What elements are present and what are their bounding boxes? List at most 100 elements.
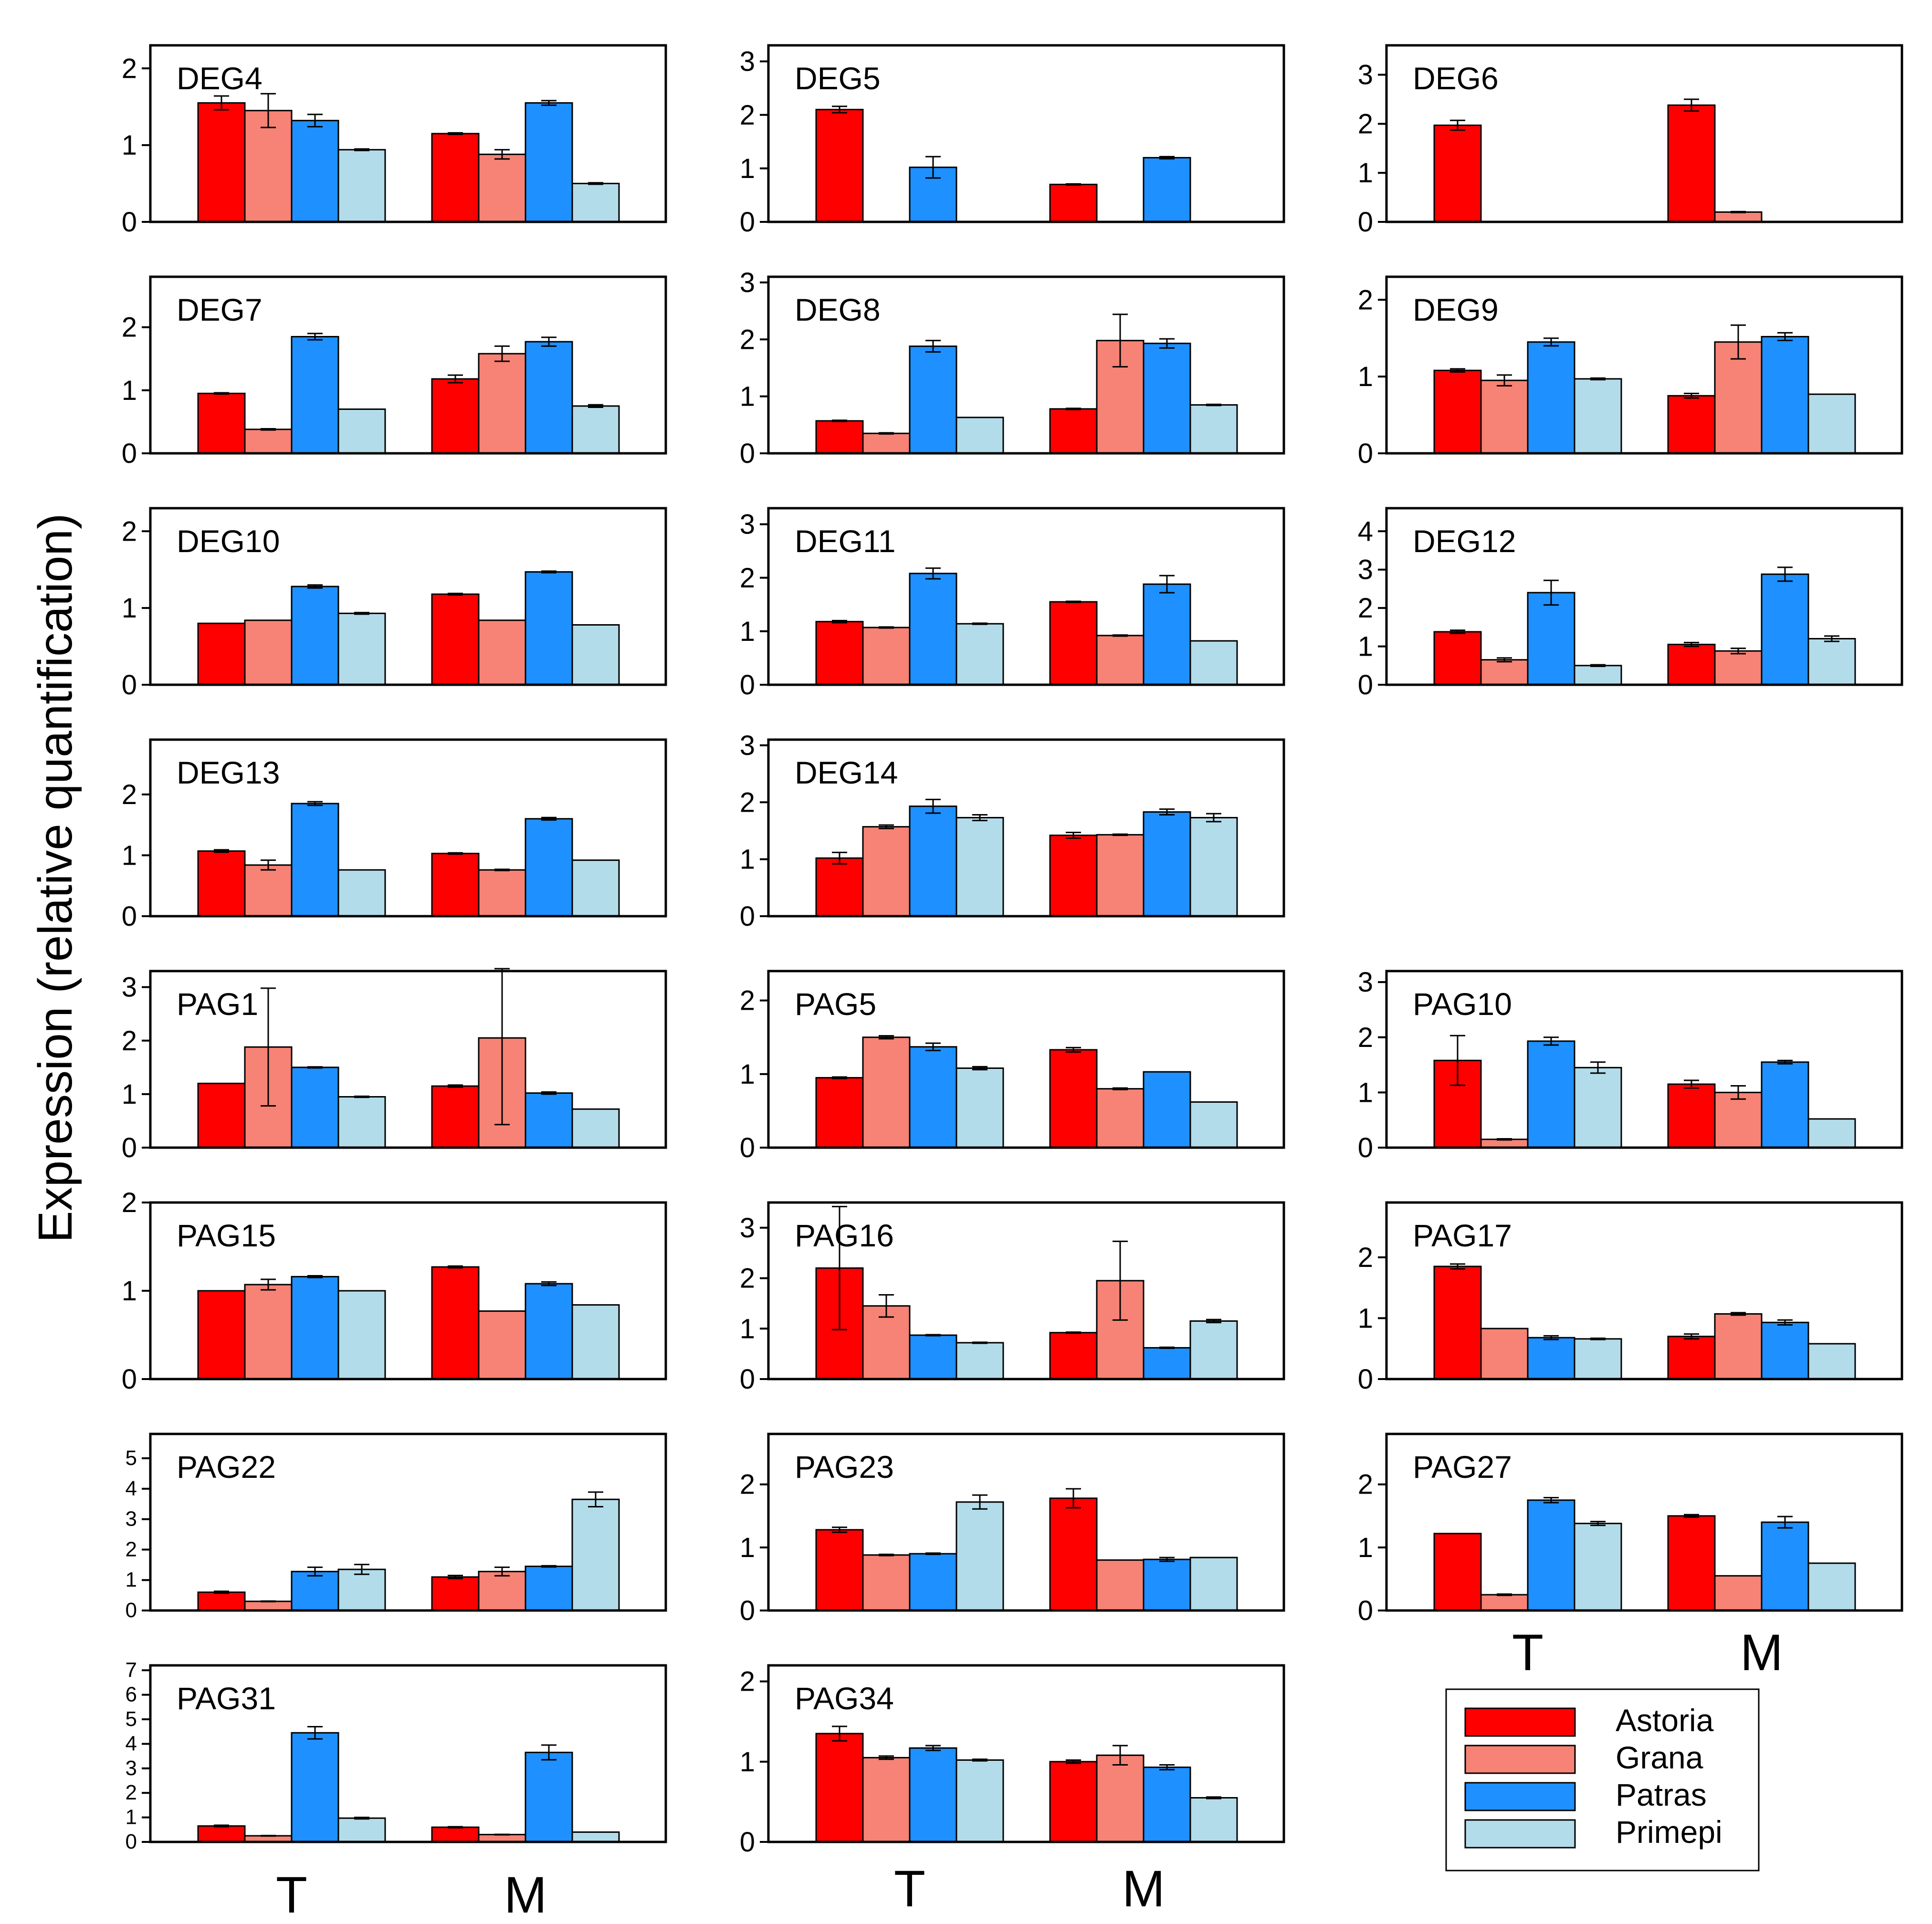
y-tick-label: 0 bbox=[740, 1364, 755, 1395]
panel-title: DEG8 bbox=[795, 292, 881, 327]
error-bar-pag31-m-patras bbox=[541, 1744, 556, 1761]
panel-pag17: 0 1 2 PAG17 bbox=[1358, 1201, 1903, 1395]
error-bar-deg5-t-patras bbox=[925, 156, 941, 179]
error-bar-pag34-t-patras bbox=[925, 1745, 941, 1751]
bar-pag10-m-grana bbox=[1714, 1091, 1763, 1149]
panel-frame bbox=[767, 1433, 1285, 1612]
error-bar-deg13-m-astoria bbox=[448, 852, 463, 855]
bar-deg10-t-astoria bbox=[197, 622, 246, 686]
error-bar-pag1-t-grana bbox=[261, 987, 276, 1107]
panel-frame bbox=[767, 970, 1285, 1149]
bar-deg12-m-grana bbox=[1714, 650, 1763, 686]
bar-pag15-m-primepi bbox=[571, 1304, 620, 1380]
bar-pag31-t-patras bbox=[291, 1732, 339, 1843]
bar-pag17-t-primepi bbox=[1574, 1338, 1622, 1380]
error-bar-deg11-t-patras bbox=[925, 567, 941, 580]
error-bar-deg8-t-grana bbox=[879, 432, 894, 435]
error-bar-deg10-t-patras bbox=[307, 584, 323, 589]
panel-deg14: 0 1 2 3 DEG14 bbox=[740, 730, 1285, 932]
panel-frame bbox=[767, 1201, 1285, 1380]
y-tick-label: 3 bbox=[1358, 60, 1373, 91]
panel-title: PAG34 bbox=[795, 1681, 894, 1716]
bar-pag16-t-patras bbox=[909, 1334, 957, 1380]
y-tick-label: 0 bbox=[122, 207, 137, 238]
y-tick-label: 3 bbox=[126, 1507, 137, 1531]
error-bar-deg4-t-grana bbox=[261, 93, 276, 128]
bar-deg7-t-primepi bbox=[337, 408, 386, 454]
error-bar-deg7-t-astoria bbox=[214, 392, 229, 395]
x-group-label-t: T bbox=[894, 1860, 925, 1917]
bar-deg10-m-patras bbox=[525, 571, 573, 686]
error-bar-deg11-t-astoria bbox=[832, 619, 847, 624]
error-bar-deg4-t-astoria bbox=[214, 95, 229, 111]
y-tick-label: 2 bbox=[740, 985, 755, 1016]
y-tick-label: 0 bbox=[1358, 1364, 1373, 1395]
bar-deg12-t-primepi bbox=[1574, 665, 1622, 686]
bar-pag5-m-astoria bbox=[1049, 1049, 1098, 1149]
error-bar-pag1-t-primepi bbox=[354, 1095, 369, 1098]
y-tick-label: 7 bbox=[126, 1658, 137, 1682]
panel-frame bbox=[149, 1433, 667, 1612]
error-bar-deg6-t-astoria bbox=[1450, 119, 1465, 131]
error-bar-deg10-t-primepi bbox=[354, 612, 369, 615]
bar-pag23-m-grana bbox=[1096, 1559, 1144, 1611]
panel-title: PAG16 bbox=[795, 1218, 894, 1253]
error-bar-deg5-m-astoria bbox=[1066, 183, 1081, 186]
error-bar-deg14-t-patras bbox=[925, 798, 941, 814]
legend-label-primepi: Primepi bbox=[1616, 1814, 1722, 1850]
legend-swatch-grana bbox=[1464, 1745, 1576, 1774]
bar-pag17-t-astoria bbox=[1433, 1265, 1482, 1380]
y-tick-label: 0 bbox=[1358, 1595, 1373, 1626]
error-bar-pag10-m-astoria bbox=[1684, 1079, 1699, 1089]
bar-deg8-t-primepi bbox=[956, 417, 1004, 454]
error-bar-pag31-t-primepi bbox=[354, 1817, 369, 1820]
error-bar-deg8-m-astoria bbox=[1066, 408, 1081, 410]
y-tick-label: 0 bbox=[740, 901, 755, 932]
bar-deg12-t-patras bbox=[1527, 592, 1575, 686]
y-tick-label: 4 bbox=[126, 1732, 137, 1755]
error-bar-deg12-t-patras bbox=[1544, 579, 1559, 606]
bar-pag22-m-astoria bbox=[431, 1576, 480, 1611]
error-bar-pag16-t-patras bbox=[925, 1334, 941, 1337]
error-bar-pag22-m-patras bbox=[541, 1565, 556, 1568]
y-tick-label: 1 bbox=[740, 1532, 755, 1563]
y-tick-label: 2 bbox=[740, 1263, 755, 1294]
bar-deg12-m-primepi bbox=[1807, 638, 1856, 686]
bar-pag5-t-astoria bbox=[815, 1077, 864, 1149]
error-bar-deg4-m-astoria bbox=[448, 132, 463, 136]
error-bar-pag10-t-primepi bbox=[1590, 1061, 1606, 1074]
bar-pag16-m-patras bbox=[1143, 1347, 1191, 1380]
bar-deg7-m-patras bbox=[525, 341, 573, 454]
panel-title: DEG12 bbox=[1413, 523, 1516, 559]
panel-deg7: 0 1 2 DEG7 bbox=[122, 275, 667, 469]
panel-title: PAG17 bbox=[1413, 1218, 1512, 1253]
y-tick-label: 2 bbox=[122, 53, 137, 84]
bar-pag22-t-astoria bbox=[197, 1591, 246, 1611]
error-bar-pag22-m-astoria bbox=[448, 1575, 463, 1579]
panel-deg9: 0 1 2 DEG9 bbox=[1358, 275, 1903, 469]
bar-pag31-m-astoria bbox=[431, 1826, 480, 1843]
bar-deg8-t-astoria bbox=[815, 420, 864, 454]
error-bar-deg12-m-patras bbox=[1777, 566, 1793, 582]
bar-pag34-t-grana bbox=[862, 1757, 911, 1843]
panel-deg4: 0 1 2 DEG4 bbox=[122, 44, 667, 238]
panel-title: PAG15 bbox=[177, 1218, 276, 1253]
bar-deg4-t-primepi bbox=[337, 149, 386, 223]
y-tick-label: 1 bbox=[740, 153, 755, 184]
error-bar-pag10-t-patras bbox=[1544, 1036, 1559, 1046]
error-bar-pag17-m-grana bbox=[1731, 1312, 1746, 1316]
error-bar-pag27-m-astoria bbox=[1684, 1514, 1699, 1518]
bar-pag15-t-patras bbox=[291, 1276, 339, 1380]
y-tick-label: 1 bbox=[740, 1313, 755, 1344]
y-tick-label: 0 bbox=[740, 438, 755, 469]
y-tick-label: 2 bbox=[740, 563, 755, 594]
bar-deg10-t-grana bbox=[244, 619, 293, 686]
panel-deg12: 0 1 2 3 4 DEG12 bbox=[1358, 507, 1903, 701]
panel-deg13: 0 1 2 DEG13 bbox=[122, 738, 667, 932]
y-tick-label: 1 bbox=[1358, 361, 1373, 392]
error-bar-pag34-m-astoria bbox=[1066, 1759, 1081, 1764]
error-bar-pag22-t-primepi bbox=[354, 1564, 369, 1575]
error-bar-deg4-m-patras bbox=[541, 100, 556, 106]
y-tick-label: 2 bbox=[122, 779, 137, 810]
y-tick-label: 0 bbox=[122, 1132, 137, 1163]
